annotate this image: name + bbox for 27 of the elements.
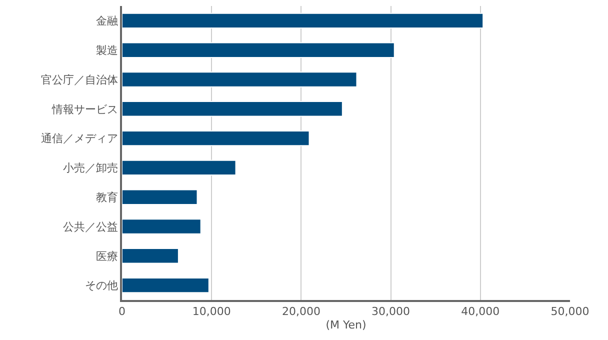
x-tick-label: 40,000 [461, 304, 500, 318]
y-tick-label: その他 [85, 279, 118, 292]
bar [122, 218, 202, 234]
bar [122, 160, 236, 176]
bar [122, 248, 179, 264]
x-tick-label: 0 [118, 304, 126, 318]
bar [122, 72, 358, 88]
bar [122, 12, 484, 29]
y-tick-label: 通信／メディア [41, 132, 118, 146]
y-tick-label: 製造 [96, 44, 118, 57]
x-axis-title: (M Yen) [326, 318, 366, 332]
y-tick-label: 医療 [96, 250, 118, 263]
y-tick-label: 情報サービス [51, 102, 118, 116]
bar [122, 42, 395, 58]
x-tick-label: 50,000 [550, 304, 590, 318]
y-tick-label: 金融 [96, 14, 118, 28]
y-tick-label: 小売／卸売 [63, 162, 118, 175]
y-tick-label: 教育 [96, 190, 118, 204]
bar [122, 277, 210, 294]
y-tick-label: 官公庁／自治体 [41, 73, 118, 86]
y-tick-label: 公共／公益 [63, 220, 118, 234]
x-tick-label: 10,000 [192, 304, 231, 318]
bar [122, 101, 343, 117]
bar [122, 130, 310, 146]
x-tick-label: 30,000 [372, 304, 410, 318]
x-tick-label: 20,000 [282, 304, 320, 318]
bar [122, 189, 198, 205]
